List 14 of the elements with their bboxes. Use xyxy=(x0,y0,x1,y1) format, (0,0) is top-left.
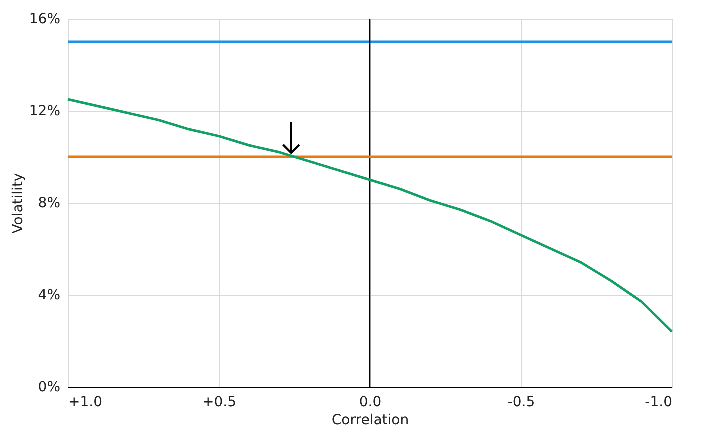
annotation: ↓ xyxy=(273,114,310,165)
x-tick-label: -1.0 xyxy=(645,394,672,410)
x-tick-label: -0.5 xyxy=(508,394,536,410)
x-tick-label: 0.0 xyxy=(359,394,382,410)
y-tick-label: 0% xyxy=(38,380,60,396)
y-tick-label: 4% xyxy=(38,288,60,304)
y-tick-label: 16% xyxy=(29,12,60,28)
y-tick-label: 12% xyxy=(29,104,60,120)
x-tick-label: +1.0 xyxy=(68,394,102,410)
line-series xyxy=(66,98,674,334)
y-tick-label: 8% xyxy=(38,196,60,212)
y-axis-title: Volatility xyxy=(10,173,26,234)
x-axis-title: Correlation xyxy=(332,412,410,428)
x-tick-label: +0.5 xyxy=(202,394,236,410)
